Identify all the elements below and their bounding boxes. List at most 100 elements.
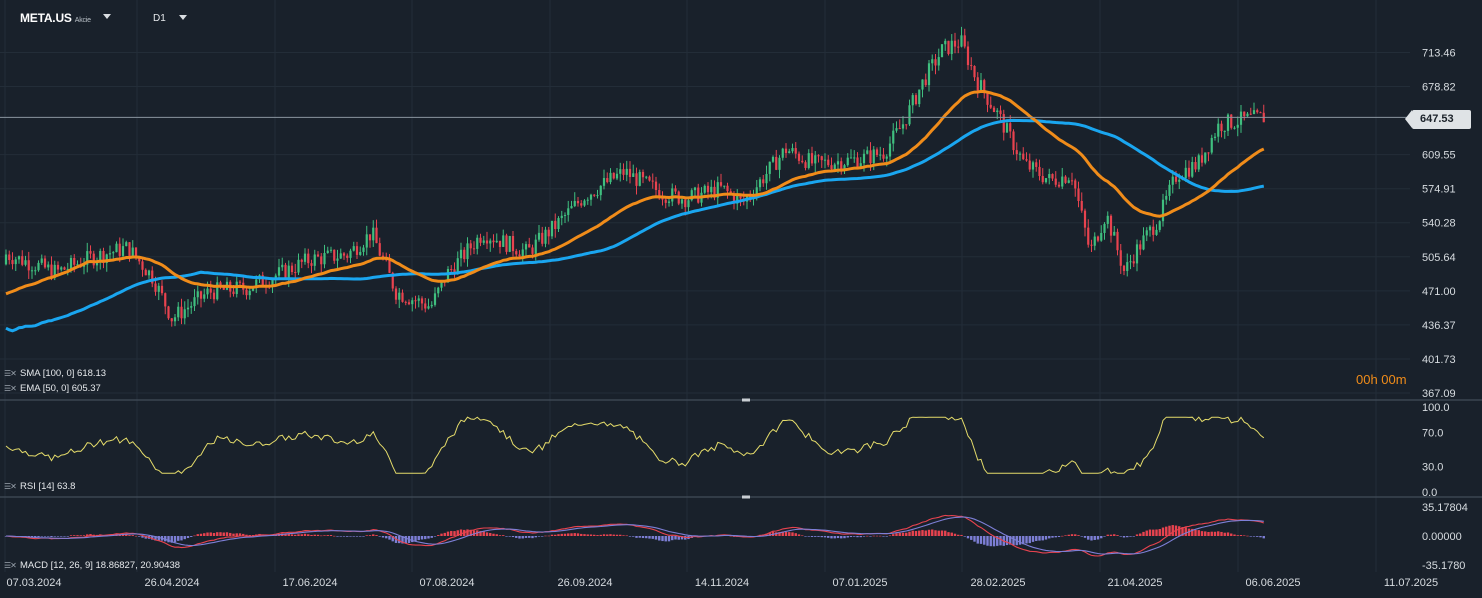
macd-bar: [885, 536, 888, 537]
candle-body: [615, 173, 619, 179]
price-tick-label: 678.82: [1422, 82, 1456, 94]
macd-bar: [498, 535, 502, 536]
macd-bar: [1148, 529, 1152, 536]
candle-body: [1194, 161, 1197, 170]
macd-bar: [1129, 536, 1132, 537]
macd-bar: [157, 536, 160, 541]
candle-body: [723, 185, 726, 187]
macd-bar: [472, 530, 476, 536]
macd-bar: [459, 529, 463, 536]
candle-body: [1152, 226, 1155, 235]
candle-body: [102, 250, 105, 263]
macd-bar: [300, 534, 303, 536]
candle-body: [528, 244, 531, 248]
candle-body: [957, 46, 960, 48]
timeframe-dropdown-icon[interactable]: [179, 15, 187, 20]
macd-bar: [203, 533, 206, 536]
candle-body: [401, 292, 404, 302]
candle-body: [411, 300, 414, 305]
macd-bar: [541, 536, 544, 537]
macd-bar: [323, 535, 326, 536]
pane-separators[interactable]: [0, 398, 1482, 499]
macd-bar: [466, 529, 469, 536]
ema-legend[interactable]: ☰✕ EMA [50, 0] 605.37: [4, 383, 101, 394]
candle-body: [99, 250, 102, 262]
sma-legend[interactable]: ☰✕ SMA [100, 0] 618.13: [4, 368, 107, 379]
candle-body: [801, 160, 804, 163]
macd-bar: [1083, 536, 1087, 538]
settings-remove-icon[interactable]: ☰✕: [4, 369, 17, 378]
macd-bar: [1106, 534, 1109, 536]
macd-bar: [833, 536, 836, 539]
settings-remove-icon[interactable]: ☰✕: [4, 482, 17, 491]
macd-bar: [1184, 527, 1187, 536]
candle-body: [446, 269, 450, 283]
candle-body: [170, 318, 173, 322]
candle-body: [216, 282, 219, 300]
candle-body: [931, 59, 934, 64]
macd-bar: [1200, 531, 1204, 536]
macd-bar: [1022, 536, 1025, 545]
macd-bar: [1252, 536, 1256, 537]
candle-body: [164, 293, 167, 307]
macd-bar: [190, 536, 193, 537]
rsi-tick-label: 30.0: [1422, 462, 1443, 474]
macd-bar: [1028, 536, 1031, 544]
candle-body: [76, 264, 79, 266]
symbol-selector[interactable]: META.US Akcie: [20, 11, 91, 25]
candle-body: [261, 275, 264, 286]
candle-body: [914, 95, 918, 105]
candle-body: [456, 258, 459, 275]
candle-body: [43, 258, 47, 268]
candle-body: [833, 164, 836, 170]
candle-body: [245, 289, 248, 296]
candle-body: [1129, 261, 1132, 263]
candle-body: [424, 303, 427, 309]
candle-body: [960, 35, 963, 47]
candle-body: [596, 195, 599, 197]
macd-bar: [222, 532, 225, 536]
rsi-legend[interactable]: ☰✕ RSI [14] 63.8: [4, 481, 76, 492]
candle-body: [271, 279, 274, 287]
candle-body: [921, 79, 924, 90]
macd-bar: [329, 535, 333, 536]
macd-bar: [856, 536, 859, 538]
macd-bar: [612, 534, 615, 536]
macd-bar: [859, 536, 862, 538]
macd-line: [5, 514, 1264, 557]
macd-bar: [515, 536, 518, 538]
candle-body: [1233, 127, 1236, 129]
macd-bar: [1048, 536, 1051, 539]
macd-bar: [557, 534, 560, 536]
macd-bar: [1113, 534, 1116, 536]
candle-body: [1252, 110, 1256, 115]
rsi-tick-label: 100.0: [1422, 402, 1450, 414]
macd-bar: [40, 536, 43, 537]
macd-bar: [1090, 536, 1093, 541]
macd-bar: [1009, 536, 1012, 545]
settings-remove-icon[interactable]: ☰✕: [4, 384, 17, 393]
timeframe-selector[interactable]: D1: [153, 13, 166, 24]
macd-bar: [1080, 536, 1083, 537]
candle-body: [996, 110, 999, 113]
candle-body: [115, 243, 118, 253]
candle-body: [372, 227, 375, 241]
macd-bar: [1122, 536, 1126, 538]
macd-bar: [830, 536, 833, 539]
candle-body: [1142, 235, 1145, 250]
candle-body: [989, 104, 992, 108]
settings-remove-icon[interactable]: ☰✕: [4, 561, 17, 570]
macd-bar: [469, 529, 472, 536]
macd-bar: [528, 536, 531, 538]
candle-body: [14, 259, 17, 265]
rsi-tick-label: 0.0: [1422, 487, 1437, 499]
candle-body: [346, 255, 349, 258]
macd-bar: [411, 536, 414, 543]
candle-body: [1106, 215, 1109, 224]
macd-legend[interactable]: ☰✕ MACD [12, 26, 9] 18.86827, 20.90438: [4, 560, 181, 571]
macd-bar: [1139, 533, 1142, 536]
symbol-dropdown-icon[interactable]: [103, 14, 111, 19]
macd-bar: [817, 536, 820, 537]
macd-bar: [888, 535, 892, 537]
